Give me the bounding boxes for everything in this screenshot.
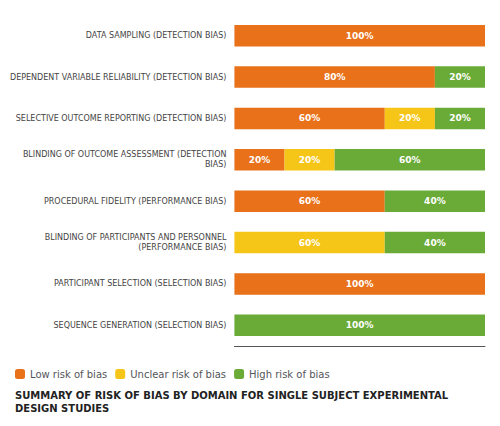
- svg-text:40%: 40%: [424, 238, 446, 248]
- svg-text:Unclear risk of bias: Unclear risk of bias: [130, 369, 226, 380]
- svg-text:80%: 80%: [324, 72, 346, 82]
- svg-text:40%: 40%: [424, 196, 446, 206]
- svg-text:60%: 60%: [299, 196, 321, 206]
- svg-text:20%: 20%: [399, 113, 421, 123]
- svg-text:DATA SAMPLING (DETECTION BIAS): DATA SAMPLING (DETECTION BIAS): [86, 31, 227, 40]
- svg-text:DEPENDENT VARIABLE RELIABILITY: DEPENDENT VARIABLE RELIABILITY (DETECTIO…: [10, 73, 226, 82]
- svg-text:100%: 100%: [346, 279, 374, 289]
- svg-text:20%: 20%: [449, 72, 471, 82]
- svg-text:SEQUENCE GENERATION (SELECTION: SEQUENCE GENERATION (SELECTION BIAS): [54, 321, 227, 330]
- svg-text:High risk of bias: High risk of bias: [249, 369, 330, 380]
- svg-text:20%: 20%: [449, 113, 471, 123]
- svg-text:Low risk of bias: Low risk of bias: [30, 369, 107, 380]
- svg-text:BLINDING OF OUTCOME ASSESSMENT: BLINDING OF OUTCOME ASSESSMENT (DETECTIO…: [23, 150, 227, 159]
- svg-text:60%: 60%: [399, 155, 421, 165]
- svg-text:(PERFORMANCE BIAS): (PERFORMANCE BIAS): [138, 243, 226, 252]
- svg-text:100%: 100%: [346, 320, 374, 330]
- svg-text:SELECTIVE OUTCOME REPORTING (D: SELECTIVE OUTCOME REPORTING (DETECTION B…: [16, 114, 227, 123]
- svg-text:60%: 60%: [299, 238, 321, 248]
- svg-text:60%: 60%: [299, 113, 321, 123]
- svg-text:PARTICIPANT SELECTION (SELECTI: PARTICIPANT SELECTION (SELECTION BIAS): [54, 279, 226, 288]
- svg-text:100%: 100%: [346, 31, 374, 41]
- svg-text:PROCEDURAL FIDELITY (PERFORMAN: PROCEDURAL FIDELITY (PERFORMANCE BIAS): [44, 197, 226, 206]
- svg-text:BIAS): BIAS): [205, 160, 227, 169]
- svg-text:DESIGN STUDIES: DESIGN STUDIES: [15, 403, 109, 414]
- svg-text:BLINDING OF PARTICIPANTS AND P: BLINDING OF PARTICIPANTS AND PERSONNEL: [45, 233, 227, 242]
- svg-text:20%: 20%: [299, 155, 321, 165]
- svg-text:SUMMARY OF RISK OF BIAS BY DOM: SUMMARY OF RISK OF BIAS BY DOMAIN FOR SI…: [15, 390, 449, 401]
- svg-text:20%: 20%: [249, 155, 271, 165]
